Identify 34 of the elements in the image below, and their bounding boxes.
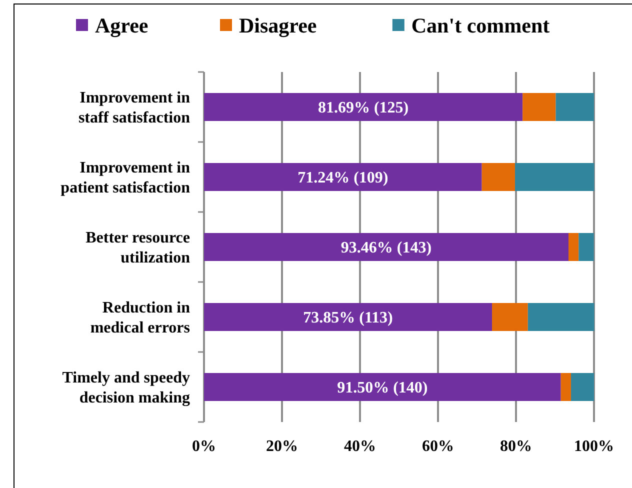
data-label: 93.46% (143) bbox=[340, 240, 432, 257]
bar bbox=[482, 163, 515, 191]
bar bbox=[204, 373, 561, 401]
bar bbox=[560, 373, 571, 401]
x-tick-label: 100% bbox=[574, 438, 614, 455]
data-label: 73.85% (113) bbox=[303, 310, 393, 327]
data-label: 81.69% (125) bbox=[318, 100, 409, 117]
bar bbox=[568, 233, 579, 261]
bar bbox=[492, 303, 528, 331]
x-tick-label: 40% bbox=[344, 438, 376, 455]
y-tick-label: Reduction in medical errors bbox=[90, 300, 190, 337]
bar bbox=[528, 303, 594, 331]
bar bbox=[556, 93, 594, 121]
bar bbox=[204, 163, 482, 191]
bar bbox=[522, 93, 556, 121]
bar bbox=[578, 233, 594, 261]
bar bbox=[514, 163, 594, 191]
y-tick-label: Timely and speedy decision making bbox=[62, 370, 190, 407]
legend-label: Disagree bbox=[239, 13, 317, 38]
data-label: 91.50% (140) bbox=[337, 380, 428, 397]
bar bbox=[204, 93, 523, 121]
legend-label: Can't comment bbox=[411, 13, 550, 38]
y-tick-label: Improvement in staff satisfaction bbox=[78, 90, 190, 127]
x-tick-label: 80% bbox=[500, 438, 532, 455]
x-tick-label: 20% bbox=[266, 438, 298, 455]
legend-label: Agree bbox=[95, 13, 148, 38]
bar bbox=[204, 303, 492, 331]
bar bbox=[570, 373, 594, 401]
bar bbox=[204, 233, 568, 261]
x-tick-label: 0% bbox=[192, 438, 216, 455]
data-label: 71.24% (109) bbox=[298, 170, 388, 187]
y-tick-label: Improvement in patient satisfaction bbox=[60, 160, 190, 197]
x-tick-label: 60% bbox=[422, 438, 454, 455]
y-tick-label: Better resource utilization bbox=[86, 230, 190, 267]
